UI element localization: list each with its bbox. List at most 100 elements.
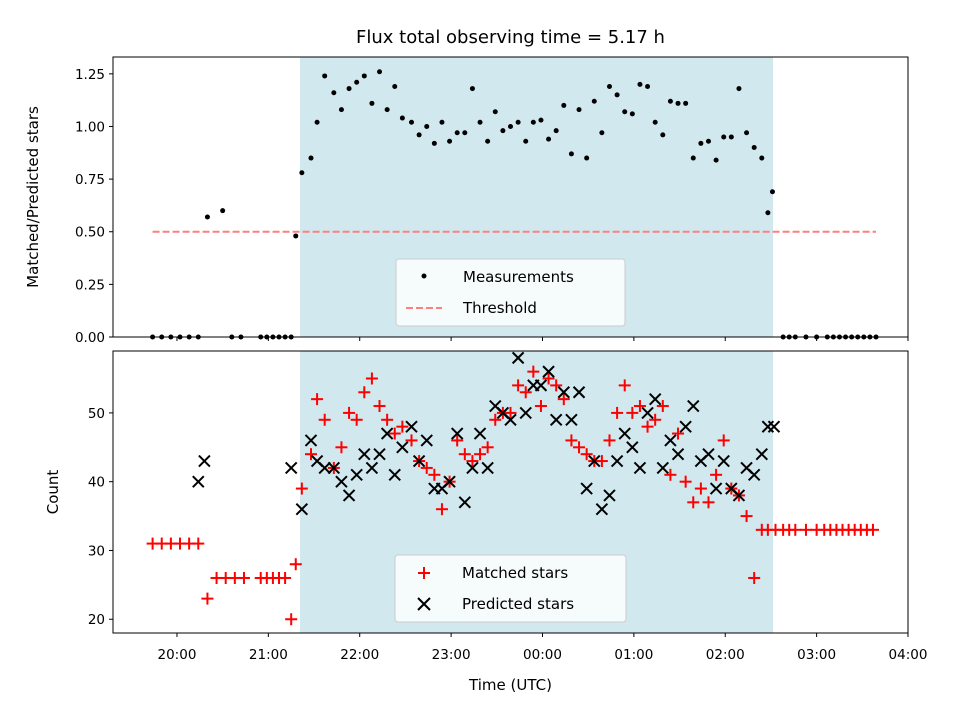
count-plot-area bbox=[146, 351, 879, 626]
predicted-star-point bbox=[198, 454, 211, 468]
predicted-star-point bbox=[466, 461, 479, 475]
matched-star-point bbox=[358, 386, 371, 399]
matched-star-point bbox=[295, 482, 308, 495]
measurement-point bbox=[553, 128, 559, 134]
measurement-point bbox=[759, 155, 765, 161]
measurement-point bbox=[314, 119, 320, 125]
measurement-point bbox=[690, 155, 696, 161]
predicted-star-point bbox=[358, 447, 371, 461]
measurement-point bbox=[652, 119, 658, 125]
measurement-point bbox=[346, 86, 352, 92]
matched-star-point bbox=[664, 468, 677, 481]
matched-star-point bbox=[740, 510, 753, 523]
predicted-star-point bbox=[626, 441, 639, 454]
matched-star-point bbox=[335, 441, 348, 454]
y-axis-label-top: Matched/Predicted stars bbox=[24, 106, 42, 288]
measurement-point bbox=[576, 107, 582, 113]
matched-star-point bbox=[350, 413, 363, 426]
measurement-point bbox=[721, 134, 727, 140]
measurement-point bbox=[399, 115, 405, 121]
matched-star-point bbox=[550, 379, 563, 392]
predicted-star-point bbox=[641, 406, 654, 420]
matched-star-point bbox=[618, 379, 631, 392]
x-tick-label: 22:00 bbox=[340, 647, 379, 663]
matched-star-point bbox=[435, 503, 448, 516]
measurement-point bbox=[637, 81, 643, 87]
measurement-point bbox=[299, 170, 305, 176]
predicted-star-point bbox=[335, 475, 348, 488]
matched-star-point bbox=[237, 571, 250, 584]
predicted-star-point bbox=[412, 454, 426, 468]
matched-star-point bbox=[573, 441, 586, 454]
matched-star-point bbox=[789, 523, 802, 536]
matched-star-point bbox=[405, 434, 418, 447]
measurement-point bbox=[439, 119, 445, 125]
measurement-point bbox=[515, 119, 521, 125]
y-tick-label: 40 bbox=[88, 475, 105, 491]
measurement-point bbox=[751, 145, 757, 151]
matched-star-point bbox=[474, 448, 487, 461]
predicted-star-point bbox=[420, 434, 433, 447]
y-tick-label: 1.25 bbox=[75, 67, 105, 83]
predicted-star-point bbox=[603, 489, 616, 502]
legend-x-marker bbox=[417, 597, 431, 611]
y-tick-label: 0.50 bbox=[75, 225, 105, 241]
legend-box-top bbox=[395, 258, 626, 327]
matched-star-point bbox=[201, 592, 214, 605]
matched-star-point bbox=[557, 393, 570, 406]
matched-star-point bbox=[504, 406, 517, 419]
measurement-point bbox=[591, 98, 597, 104]
predicted-star-point bbox=[767, 420, 781, 433]
measurement-point bbox=[485, 138, 491, 144]
predicted-star-point bbox=[481, 461, 494, 475]
measurement-point bbox=[469, 86, 475, 92]
measurement-point bbox=[584, 155, 590, 161]
matched-star-point bbox=[420, 461, 433, 474]
measurement-point bbox=[369, 100, 375, 106]
matched-star-point bbox=[649, 413, 662, 426]
measurement-point bbox=[377, 69, 383, 75]
matched-star-point bbox=[603, 434, 616, 447]
measurement-point bbox=[361, 73, 367, 79]
legend-dot-marker bbox=[421, 273, 427, 279]
measurement-point bbox=[660, 132, 666, 138]
measurement-point bbox=[322, 73, 328, 79]
legend-label-matched: Matched stars bbox=[462, 564, 568, 582]
predicted-star-point bbox=[595, 502, 609, 516]
y-tick-label: 0.25 bbox=[75, 277, 105, 293]
x-tick-label: 00:00 bbox=[523, 647, 562, 663]
matched-star-point bbox=[633, 400, 646, 413]
legend-top: Measurements Threshold bbox=[395, 258, 626, 327]
matched-star-point bbox=[481, 441, 494, 454]
predicted-star-point bbox=[365, 461, 379, 475]
y-tick-label: 0.75 bbox=[75, 172, 105, 188]
measurement-point bbox=[698, 140, 704, 146]
predicted-star-point bbox=[671, 447, 685, 461]
measurement-point bbox=[530, 119, 536, 125]
matched-star-point bbox=[285, 613, 298, 626]
predicted-star-point bbox=[450, 427, 464, 440]
predicted-star-point bbox=[192, 475, 205, 488]
x-ticks-top bbox=[176, 337, 909, 341]
predicted-star-point bbox=[709, 482, 723, 495]
measurement-point bbox=[454, 130, 460, 136]
x-tick-label: 23:00 bbox=[432, 647, 471, 663]
predicted-star-point bbox=[304, 434, 318, 447]
axes-frame-bottom bbox=[112, 350, 909, 634]
measurement-point bbox=[338, 107, 344, 113]
y-ticks-top: 0.00 0.25 0.50 0.75 1.00 1.25 bbox=[75, 67, 113, 346]
predicted-star-point bbox=[717, 454, 730, 468]
predicted-star-point bbox=[350, 468, 363, 482]
measurement-point bbox=[409, 119, 415, 125]
measurement-point bbox=[331, 90, 337, 96]
matched-star-point bbox=[799, 523, 812, 536]
measurement-point bbox=[204, 214, 210, 220]
predicted-star-point bbox=[702, 447, 715, 461]
matched-star-point bbox=[289, 558, 302, 571]
predicted-star-point bbox=[572, 386, 586, 399]
predicted-star-point bbox=[534, 379, 548, 392]
matched-star-point bbox=[512, 379, 525, 392]
predicted-star-point bbox=[342, 489, 356, 502]
matched-star-point bbox=[451, 434, 464, 447]
matched-star-point bbox=[458, 448, 471, 461]
